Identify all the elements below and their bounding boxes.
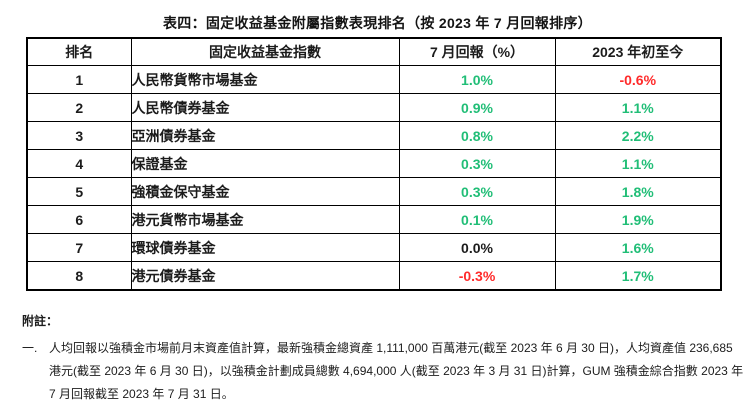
table-row: 2 人民幣債券基金 0.9% 1.1% — [26, 93, 722, 122]
footnotes-section: 附註： 一. 人均回報以強積金市場前月末資產值計算，最新強積金總資產 1,111… — [22, 312, 744, 406]
july-return-cell: 0.0% — [398, 233, 556, 262]
july-return-cell: -0.3% — [398, 261, 556, 291]
rank-cell: 3 — [26, 121, 132, 150]
july-return-cell: 0.8% — [398, 121, 556, 150]
july-return-cell: 0.3% — [398, 177, 556, 206]
footnote-marker: 一. — [22, 341, 38, 355]
ytd-return-cell: 1.1% — [554, 149, 722, 178]
rank-cell: 1 — [26, 65, 132, 94]
table-title: 表四：固定收益基金附屬指數表現排名（按 2023 年 7 月回報排序） — [163, 15, 592, 31]
table-row: 5 強積金保守基金 0.3% 1.8% — [26, 177, 722, 206]
ytd-return-cell: 1.6% — [554, 233, 722, 262]
rank-cell: 8 — [26, 261, 132, 291]
footnote-text: 人均回報以強積金市場前月末資產值計算，最新強積金總資產 1,111,000 百萬… — [49, 341, 744, 401]
ytd-return-cell: 1.8% — [554, 177, 722, 206]
table-row: 3 亞洲債券基金 0.8% 2.2% — [26, 121, 722, 150]
july-return-cell: 0.9% — [398, 93, 556, 122]
fund-name-cell: 強積金保守基金 — [130, 177, 400, 206]
ytd-return-cell: -0.6% — [554, 65, 722, 94]
table-row: 1 人民幣貨幣市場基金 1.0% -0.6% — [26, 65, 722, 94]
fund-name-cell: 港元貨幣市場基金 — [130, 205, 400, 234]
ytd-return-cell: 2.2% — [554, 121, 722, 150]
ytd-return-cell: 1.1% — [554, 93, 722, 122]
rank-cell: 2 — [26, 93, 132, 122]
fund-name-cell: 保證基金 — [130, 149, 400, 178]
july-return-cell: 0.1% — [398, 205, 556, 234]
fund-name-cell: 亞洲債券基金 — [130, 121, 400, 150]
ytd-return-cell: 1.9% — [554, 205, 722, 234]
fund-name-cell: 人民幣債券基金 — [130, 93, 400, 122]
rank-cell: 7 — [26, 233, 132, 262]
header-fund-index: 固定收益基金指數 — [130, 37, 400, 66]
rank-cell: 5 — [26, 177, 132, 206]
footnote-item: 一. 人均回報以強積金市場前月末資產值計算，最新強積金總資產 1,111,000… — [22, 337, 744, 406]
rank-cell: 4 — [26, 149, 132, 178]
table-header-row: 排名 固定收益基金指數 7 月回報（%） 2023 年初至今 — [26, 37, 722, 66]
fund-name-cell: 人民幣貨幣市場基金 — [130, 65, 400, 94]
july-return-cell: 1.0% — [398, 65, 556, 94]
july-return-cell: 0.3% — [398, 149, 556, 178]
table-row: 7 環球債券基金 0.0% 1.6% — [26, 233, 722, 262]
fund-name-cell: 環球債券基金 — [130, 233, 400, 262]
header-ytd-return: 2023 年初至今 — [554, 37, 722, 66]
header-rank: 排名 — [26, 37, 132, 66]
rank-cell: 6 — [26, 205, 132, 234]
table-row: 8 港元債券基金 -0.3% 1.7% — [26, 261, 722, 291]
fund-name-cell: 港元債券基金 — [130, 261, 400, 291]
header-july-return: 7 月回報（%） — [398, 37, 556, 66]
fixed-income-fund-ranking-table: 排名 固定收益基金指數 7 月回報（%） 2023 年初至今 1 人民幣貨幣市場… — [26, 37, 722, 291]
table-row: 6 港元貨幣市場基金 0.1% 1.9% — [26, 205, 722, 234]
footnotes-heading: 附註： — [22, 314, 59, 328]
ytd-return-cell: 1.7% — [554, 261, 722, 291]
table-row: 4 保證基金 0.3% 1.1% — [26, 149, 722, 178]
